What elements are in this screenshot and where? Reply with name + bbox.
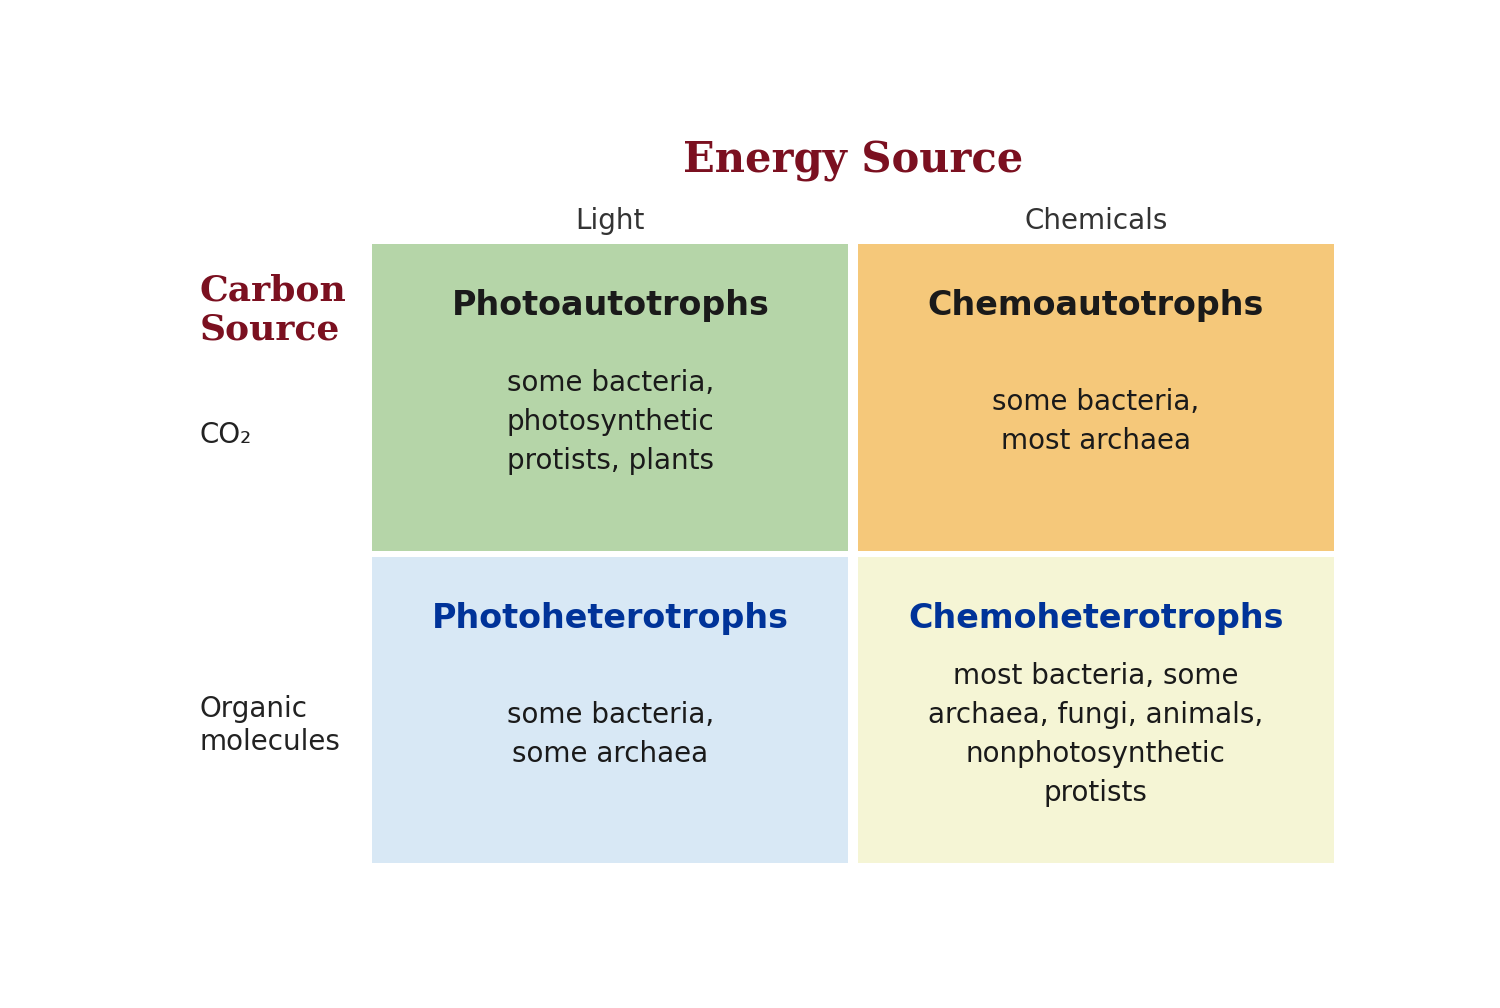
Text: Chemoautotrophs: Chemoautotrophs	[927, 289, 1264, 323]
Text: Carbon
Source: Carbon Source	[200, 273, 346, 347]
FancyBboxPatch shape	[372, 556, 849, 863]
Text: Photoautotrophs: Photoautotrophs	[452, 289, 770, 323]
Text: some bacteria,
some archaea: some bacteria, some archaea	[507, 701, 714, 768]
FancyBboxPatch shape	[858, 556, 1334, 863]
Text: CO₂: CO₂	[200, 421, 252, 449]
Text: Chemoheterotrophs: Chemoheterotrophs	[908, 602, 1284, 634]
Text: Light: Light	[576, 207, 645, 235]
FancyBboxPatch shape	[858, 244, 1334, 550]
Text: Energy Source: Energy Source	[682, 140, 1023, 182]
Text: some bacteria,
photosynthetic
protists, plants: some bacteria, photosynthetic protists, …	[507, 369, 714, 475]
FancyBboxPatch shape	[372, 244, 849, 550]
Text: most bacteria, some
archaea, fungi, animals,
nonphotosynthetic
protists: most bacteria, some archaea, fungi, anim…	[928, 662, 1263, 806]
Text: some bacteria,
most archaea: some bacteria, most archaea	[992, 388, 1200, 456]
Text: Chemicals: Chemicals	[1024, 207, 1167, 235]
Text: Organic
molecules: Organic molecules	[200, 696, 340, 756]
Text: Photoheterotrophs: Photoheterotrophs	[432, 602, 789, 634]
